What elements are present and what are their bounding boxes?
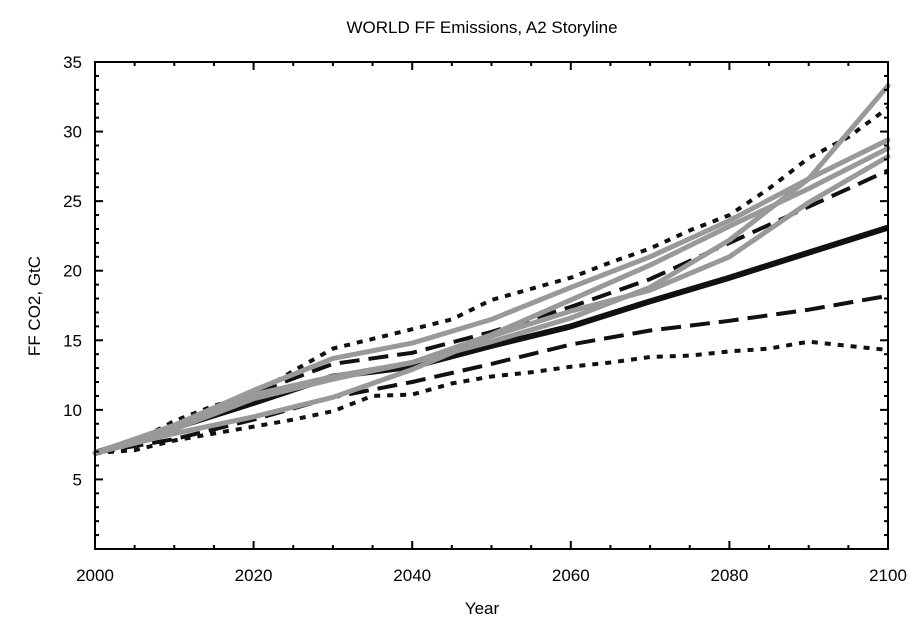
series-layer [92,83,891,456]
y-tick-label: 25 [63,192,82,211]
x-tick-label: 2040 [393,566,431,585]
series-line-1 [94,339,889,455]
x-tick-label: 2020 [235,566,273,585]
x-tick-label: 2080 [710,566,748,585]
series-line-2 [94,293,889,455]
y-tick-label: 30 [63,123,82,142]
series-line-4 [94,168,889,455]
chart-title: WORLD FF Emissions, A2 Storyline [346,18,617,37]
x-tick-label: 2100 [869,566,907,585]
y-tick-label: 35 [63,53,82,72]
x-tick-label: 2060 [552,566,590,585]
tick-layer: 2000 2020 2040 2060 2080 2100 5 10 15 20 25 30 35 [63,53,907,585]
y-tick-label: 10 [63,401,82,420]
x-axis-title: Year [465,599,500,618]
y-tick-label: 15 [63,331,82,350]
series-line-7 [92,83,891,456]
series-line-5 [94,106,890,455]
y-tick-label: 5 [73,470,82,489]
series-line-8 [92,145,891,456]
x-tick-label: 2000 [76,566,114,585]
plot-frame [94,61,889,550]
y-tick-label: 20 [63,262,82,281]
series-line-9 [92,137,891,456]
y-axis-title: FF CO2, GtC [25,256,44,356]
